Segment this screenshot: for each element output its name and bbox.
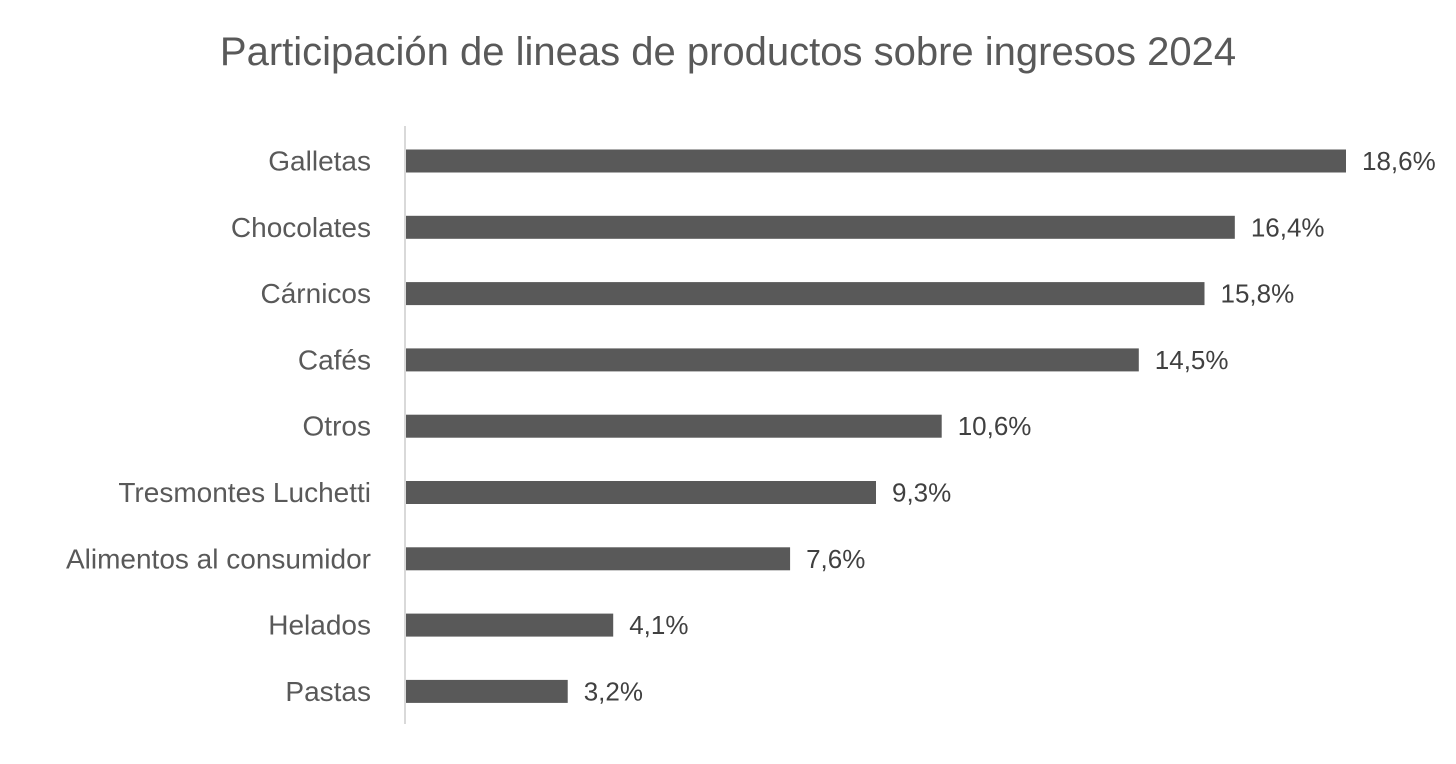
category-label-2: Cárnicos xyxy=(261,278,371,309)
data-label-4: 10,6% xyxy=(958,411,1032,441)
data-label-2: 15,8% xyxy=(1220,279,1294,309)
data-labels-group: 18,6% 16,4% 15,8% 14,5% 10,6% 9,3% 7,6% 4,1% 3,2… xyxy=(584,146,1436,706)
data-label-7: 4,1% xyxy=(629,610,688,640)
category-label-1: Chocolates xyxy=(231,212,371,243)
category-label-8: Pastas xyxy=(285,676,371,707)
category-label-0: Galletas xyxy=(268,146,371,177)
bars-group xyxy=(406,149,1346,703)
bar-1 xyxy=(406,215,1235,239)
category-label-4: Otros xyxy=(303,411,371,442)
data-label-1: 16,4% xyxy=(1251,212,1325,242)
data-label-6: 7,6% xyxy=(806,544,865,574)
category-label-6: Alimentos al consumidor xyxy=(66,543,371,574)
bar-0 xyxy=(406,149,1346,173)
category-label-5: Tresmontes Luchetti xyxy=(118,477,371,508)
category-labels-group: Galletas Chocolates Cárnicos Cafés Otros Tres… xyxy=(66,146,371,707)
bar-7 xyxy=(406,613,614,637)
bar-2 xyxy=(406,282,1205,306)
category-label-3: Cafés xyxy=(298,344,371,375)
data-label-8: 3,2% xyxy=(584,676,643,706)
bar-3 xyxy=(406,348,1139,372)
bar-8 xyxy=(406,679,568,703)
data-label-0: 18,6% xyxy=(1362,146,1436,176)
bar-5 xyxy=(406,481,876,504)
chart-title: Participación de lineas de productos sob… xyxy=(219,30,1237,74)
bar-4 xyxy=(406,414,942,438)
category-label-7: Helados xyxy=(268,610,371,641)
data-label-5: 9,3% xyxy=(892,478,951,508)
bar-6 xyxy=(406,547,791,571)
data-label-3: 14,5% xyxy=(1155,345,1229,375)
